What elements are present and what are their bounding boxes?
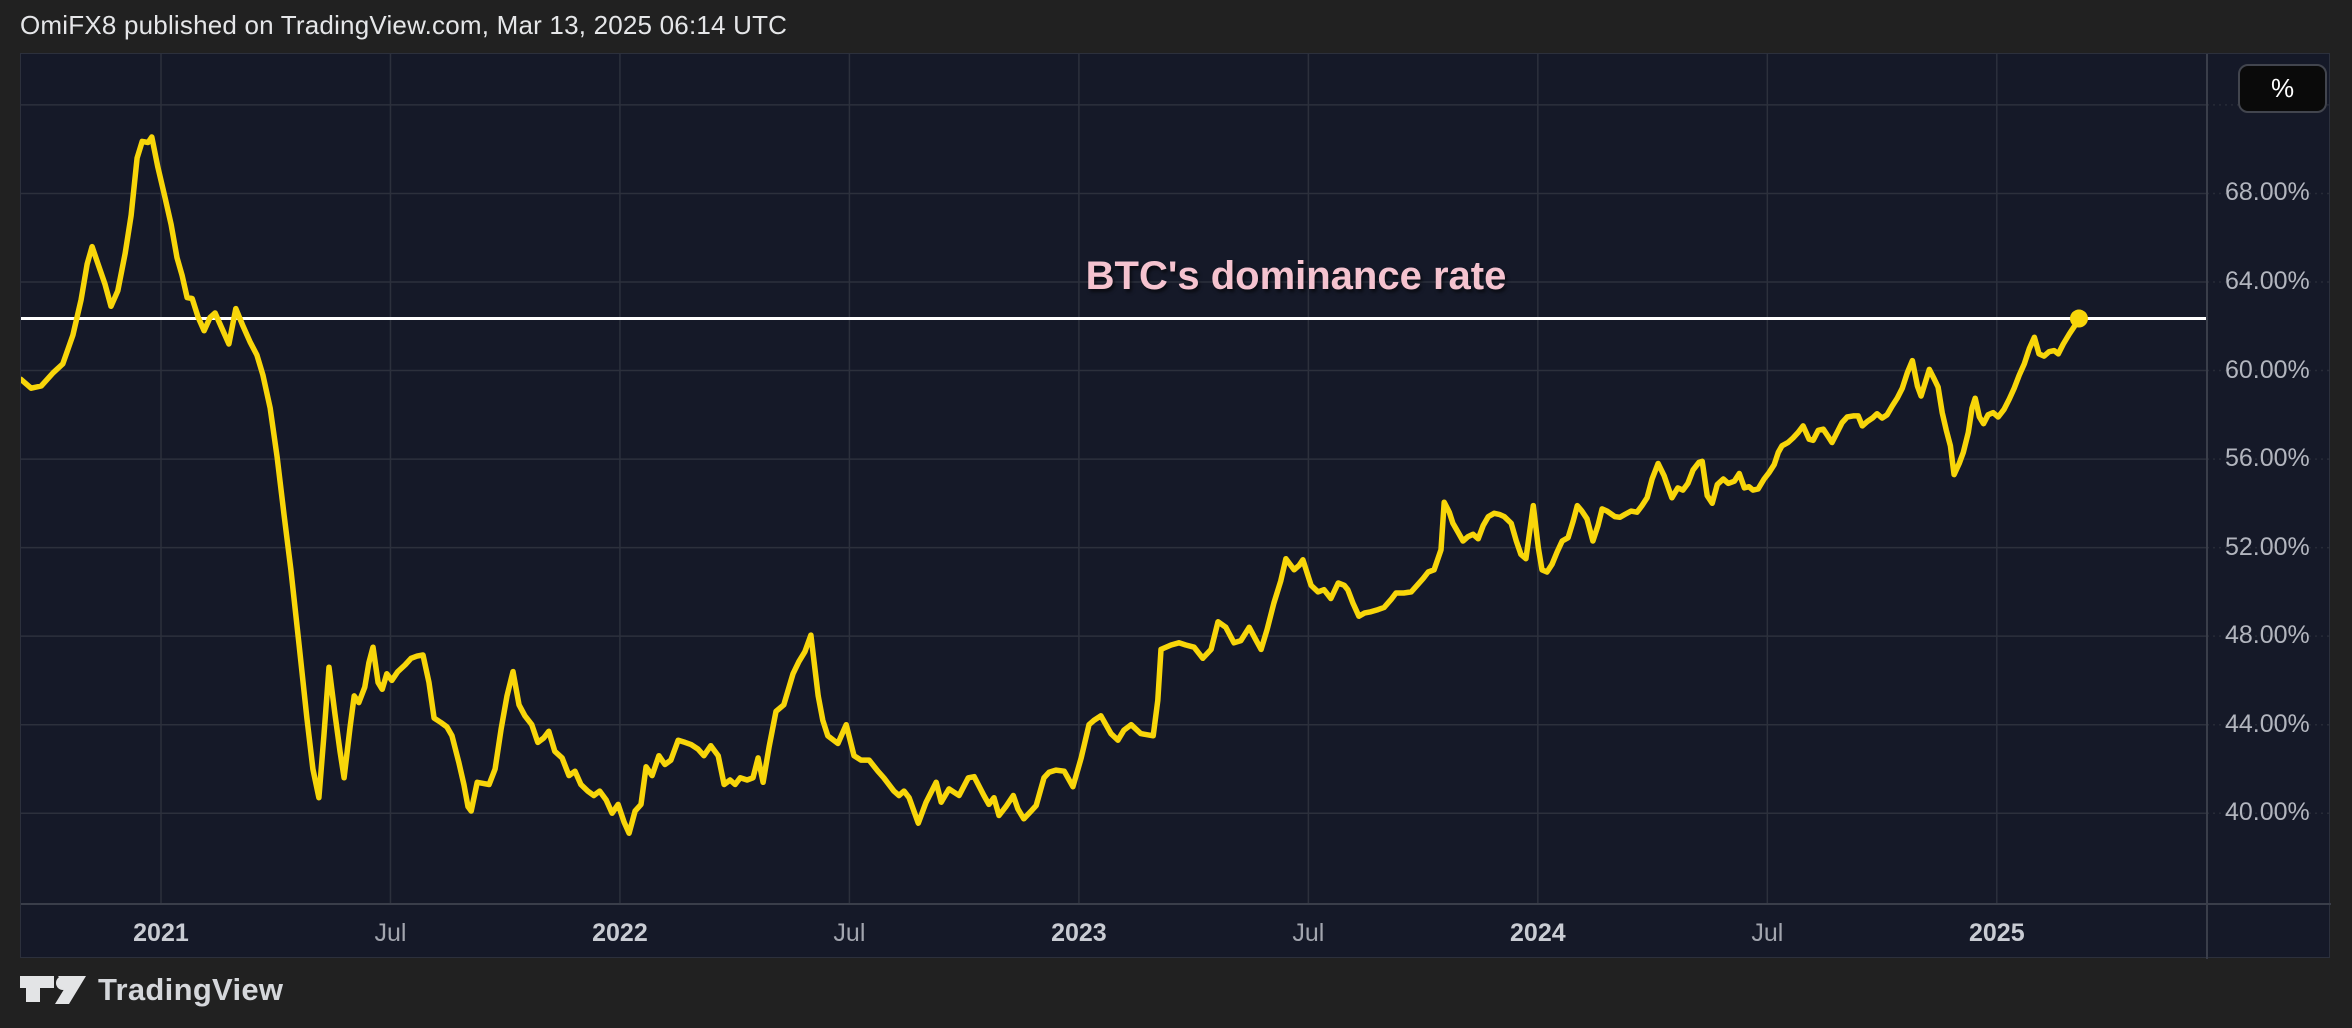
price-axis-label: 56.00%	[2225, 444, 2310, 473]
price-axis-label: 40.00%	[2225, 798, 2310, 827]
price-axis-label: 52.00%	[2225, 532, 2310, 561]
time-axis-year-label: 2025	[1968, 919, 2025, 947]
time-axis-year-label: 2024	[1510, 919, 1566, 947]
time-axis-year-label: 2023	[1051, 919, 1107, 947]
tradingview-branding[interactable]: TradingView	[20, 972, 283, 1008]
time-axis-year-label: 2021	[133, 919, 189, 947]
time-axis-month-label: Jul	[1751, 919, 1784, 947]
time-axis-month-label: Jul	[833, 919, 866, 947]
last-point-marker	[2069, 309, 2088, 328]
tradingview-wordmark: TradingView	[98, 972, 284, 1007]
price-axis-label: 64.00%	[2225, 266, 2310, 295]
price-axis-label: 48.00%	[2225, 621, 2310, 650]
tradingview-logo-icon	[20, 976, 86, 1004]
price-axis-label: 44.00%	[2225, 709, 2310, 738]
chart-container: BTC's dominance rate % 68.00% 64.00% 60.00…	[20, 53, 2331, 959]
time-axis-month-label: Jul	[1292, 919, 1325, 947]
btc-dominance-line	[21, 134, 2082, 836]
publish-attribution: OmiFX8 published on TradingView.com, Mar…	[20, 10, 788, 40]
time-axis-year-label: 2022	[592, 919, 648, 947]
percent-unit-label: %	[2270, 73, 2295, 103]
price-axis-label: 68.00%	[2225, 178, 2310, 207]
time-axis-month-label: Jul	[374, 919, 407, 947]
price-scale-unit-button[interactable]: %	[2238, 64, 2327, 113]
chart-canvas[interactable]	[21, 54, 2331, 959]
price-axis-label: 60.00%	[2225, 355, 2310, 384]
